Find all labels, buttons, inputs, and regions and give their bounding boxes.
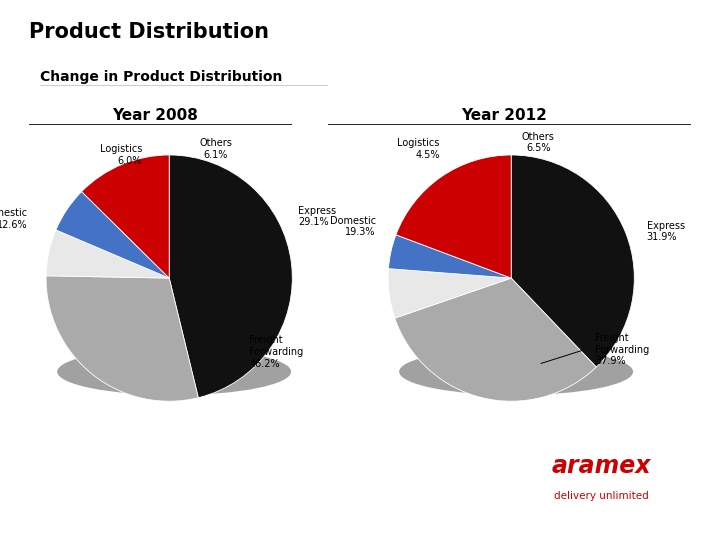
Text: Freight
Forwarding
37.9%: Freight Forwarding 37.9% <box>595 333 649 366</box>
Ellipse shape <box>399 348 633 395</box>
Wedge shape <box>511 155 634 367</box>
Text: Logistics
4.5%: Logistics 4.5% <box>397 138 440 160</box>
Text: Express
29.1%: Express 29.1% <box>299 206 337 227</box>
Text: Product Distribution: Product Distribution <box>29 22 269 42</box>
Wedge shape <box>46 230 169 278</box>
Ellipse shape <box>57 348 291 395</box>
Text: Others
6.5%: Others 6.5% <box>522 132 554 153</box>
Wedge shape <box>395 278 596 401</box>
Text: Express
31.9%: Express 31.9% <box>647 220 685 242</box>
Text: aramex: aramex <box>552 454 651 478</box>
Text: Others
6.1%: Others 6.1% <box>199 138 233 160</box>
Wedge shape <box>56 192 169 278</box>
Wedge shape <box>388 268 511 318</box>
Text: Domestic
19.3%: Domestic 19.3% <box>330 215 376 237</box>
Text: Change in Product Distribution: Change in Product Distribution <box>40 70 282 84</box>
Text: delivery unlimited: delivery unlimited <box>554 491 649 501</box>
Text: Year 2008: Year 2008 <box>112 108 198 123</box>
Wedge shape <box>396 155 511 278</box>
Wedge shape <box>169 155 292 398</box>
Wedge shape <box>389 235 511 278</box>
Wedge shape <box>81 155 169 278</box>
Text: Freight
Forwarding
46.2%: Freight Forwarding 46.2% <box>249 335 303 369</box>
Text: Logistics
6.0%: Logistics 6.0% <box>100 144 142 166</box>
Text: Year 2012: Year 2012 <box>461 108 547 123</box>
Text: Domestic
12.6%: Domestic 12.6% <box>0 208 27 230</box>
Wedge shape <box>46 276 198 401</box>
